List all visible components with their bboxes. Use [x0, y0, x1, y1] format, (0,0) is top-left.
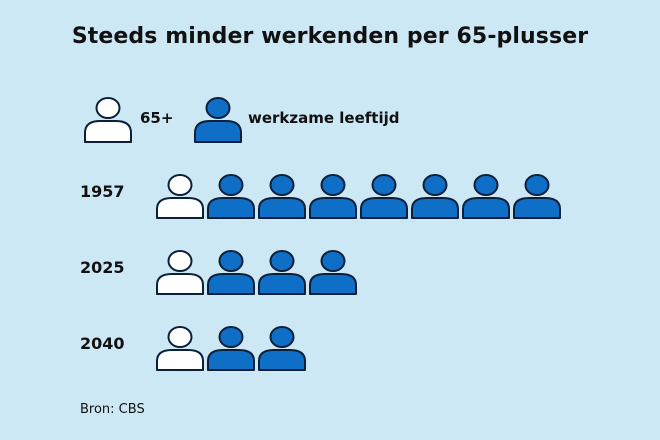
person-working-icon	[513, 174, 561, 219]
row-icons-2025	[154, 244, 574, 296]
legend-item-elderly: 65+	[82, 97, 242, 145]
row-label-1957: 1957	[80, 182, 125, 201]
row-icons-2040	[154, 320, 574, 372]
person-working-icon	[207, 326, 255, 371]
person-working-icon	[258, 326, 306, 371]
person-working-icon	[360, 174, 408, 219]
pictogram-row-2040: 2040	[80, 320, 580, 372]
person-working-icon	[258, 250, 306, 295]
legend-item-working: werkzame leeftijd	[192, 97, 512, 145]
legend: 65+ werkzame leeftijd	[82, 97, 602, 145]
row-label-2040: 2040	[80, 334, 125, 353]
person-elderly-icon	[84, 97, 132, 143]
legend-label-elderly: 65+	[140, 109, 174, 127]
pictogram-row-2025: 2025	[80, 244, 580, 296]
pictogram-row-1957: 1957	[80, 168, 580, 220]
person-working-icon	[207, 250, 255, 295]
person-working-icon	[462, 174, 510, 219]
legend-label-working: werkzame leeftijd	[248, 109, 400, 127]
row-label-2025: 2025	[80, 258, 125, 277]
person-elderly-icon	[156, 174, 204, 219]
person-working-icon	[194, 97, 242, 143]
person-elderly-icon	[156, 326, 204, 371]
person-working-icon	[258, 174, 306, 219]
person-working-icon	[309, 174, 357, 219]
person-working-icon	[411, 174, 459, 219]
row-icons-1957	[154, 168, 574, 220]
chart-title: Steeds minder werkenden per 65-plusser	[71, 24, 589, 49]
source-note: Bron: CBS	[80, 402, 145, 417]
person-working-icon	[309, 250, 357, 295]
person-working-icon	[207, 174, 255, 219]
person-elderly-icon	[156, 250, 204, 295]
